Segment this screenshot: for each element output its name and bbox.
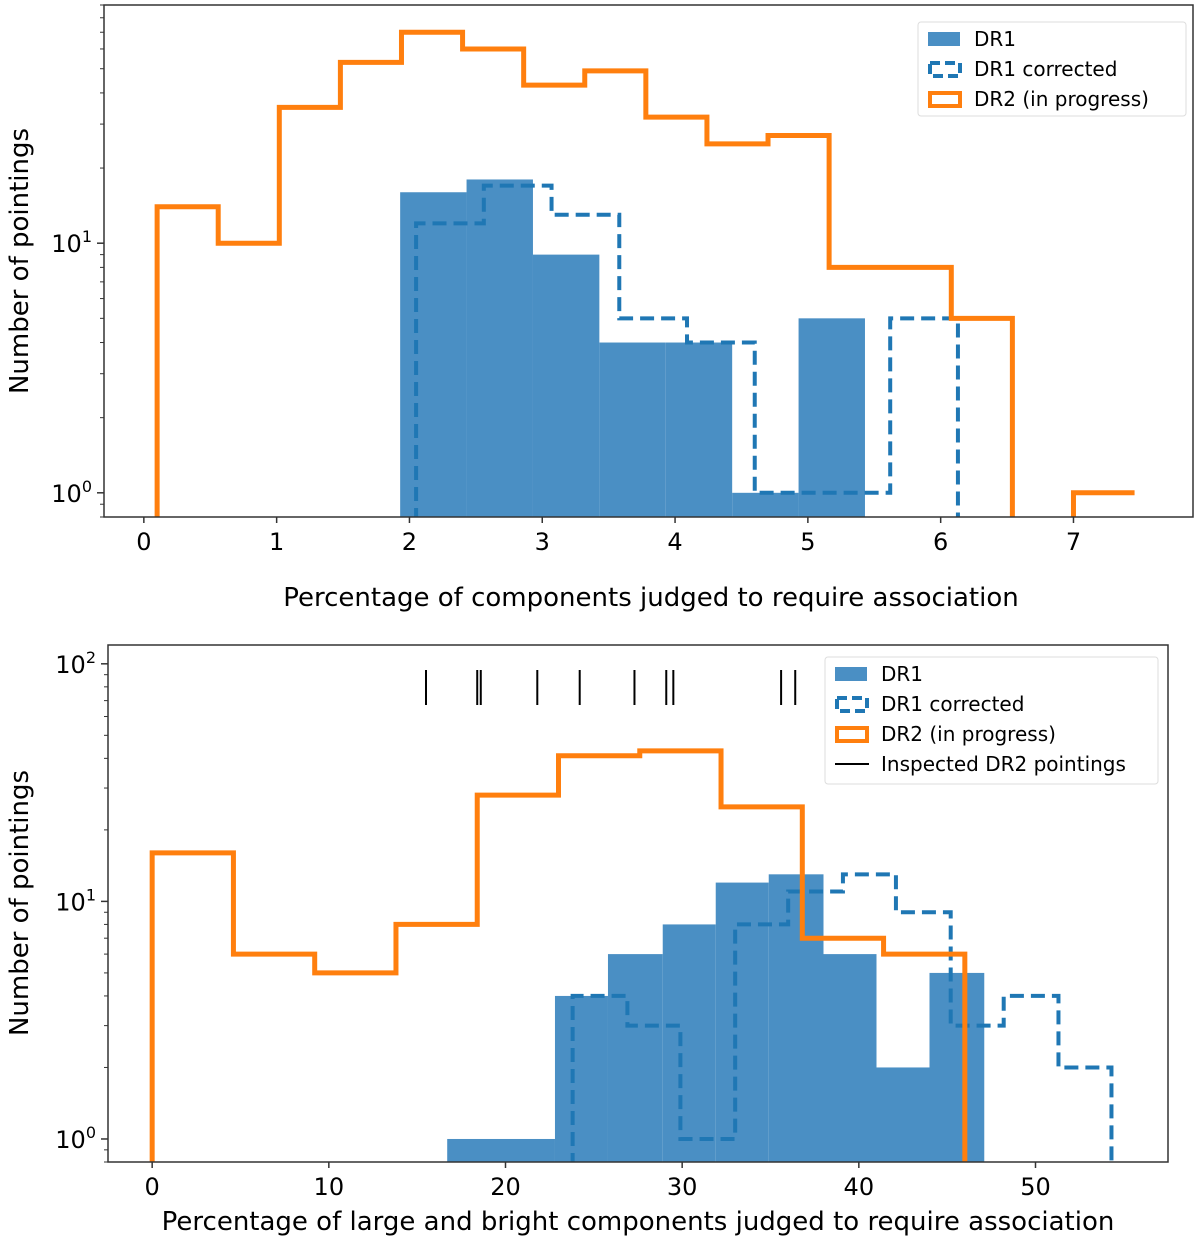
- series-dr1-corrected: [414, 183, 960, 517]
- y-tick-label: 101: [55, 885, 96, 916]
- y-axis-label: Number of pointings: [5, 128, 35, 394]
- legend-box: [917, 21, 1187, 117]
- x-tick-label: 5: [800, 528, 815, 556]
- axes-frame: [107, 644, 1169, 1163]
- legend-label: DR1 corrected: [974, 57, 1117, 81]
- dr1-bar: [466, 179, 533, 517]
- dr1-bar: [876, 1067, 930, 1162]
- legend-swatch-dr1-corrected: [835, 696, 869, 713]
- x-tick-label: 40: [844, 1173, 875, 1201]
- chart-top: 0 1 2 3 4 5 6 7 100 101 Percentage of components j…: [5, 4, 1194, 613]
- chart-bottom: 0 10 20 30 40 50 100 101 102 Percentage of large …: [5, 644, 1169, 1237]
- y-tick-label: 100: [55, 1123, 96, 1154]
- y-axis-label: Number of pointings: [5, 770, 35, 1036]
- series-dr1: [447, 874, 985, 1162]
- series-dr2-in-progress: [149, 748, 968, 1162]
- dr1-bar: [798, 318, 865, 517]
- dr1-corrected-step-line: [414, 183, 960, 517]
- legend-label: DR1: [881, 662, 923, 686]
- legend-box: [824, 656, 1159, 785]
- legend-label: DR1: [974, 27, 1016, 51]
- legend-entry: DR2 (in progress): [835, 722, 1056, 746]
- dr1-bar: [607, 954, 663, 1162]
- dr1-bar: [665, 342, 733, 517]
- x-tick-label: 50: [1020, 1173, 1051, 1201]
- dr1-bar: [554, 995, 608, 1162]
- series-dr1-corrected: [570, 872, 1114, 1162]
- legend-label: DR2 (in progress): [881, 722, 1056, 746]
- dr1-bar: [662, 924, 716, 1162]
- legend-entry: DR1: [835, 662, 923, 686]
- x-tick-label: 7: [1066, 528, 1081, 556]
- x-tick-label: 30: [667, 1173, 698, 1201]
- dr2-step-line: [149, 748, 968, 1162]
- x-tick-label: 2: [402, 528, 417, 556]
- x-axis-label: Percentage of components judged to requi…: [283, 583, 1018, 613]
- x-tick-label: 3: [535, 528, 550, 556]
- dr2-step-line: [154, 29, 1135, 517]
- y-tick-label: 101: [51, 227, 92, 258]
- legend-entry: DR2 (in progress): [928, 87, 1149, 111]
- legend: DR1 DR1 corrected DR2 (in progress): [917, 21, 1187, 117]
- dr1-bar: [599, 342, 666, 517]
- legend-swatch-dr1: [928, 32, 960, 46]
- dr1-bar: [447, 1138, 555, 1162]
- legend-swatch-dr1-corrected: [928, 61, 962, 78]
- legend-entry: DR1: [928, 27, 1016, 51]
- legend: DR1 DR1 corrected DR2 (in progress) Inspect…: [824, 656, 1159, 785]
- x-tick-label: 4: [667, 528, 682, 556]
- dr1-bar: [732, 492, 799, 517]
- legend-entry: Inspected DR2 pointings: [835, 752, 1126, 776]
- axes-frame: [103, 4, 1194, 518]
- series-dr2-in-progress: [154, 29, 1135, 517]
- x-tick-label: 0: [145, 1173, 160, 1201]
- plot-area: [154, 29, 1135, 517]
- legend-swatch-dr1: [835, 667, 867, 681]
- plot-area: [149, 670, 1114, 1162]
- dr1-bar: [929, 972, 985, 1162]
- x-tick-label: 20: [490, 1173, 521, 1201]
- legend-label: DR2 (in progress): [974, 87, 1149, 111]
- x-axis-label: Percentage of large and bright component…: [162, 1207, 1115, 1237]
- legend-entry: DR1 corrected: [835, 692, 1024, 716]
- legend-swatch-dr2: [928, 91, 962, 108]
- x-tick-label: 0: [136, 528, 151, 556]
- legend-label: Inspected DR2 pointings: [881, 752, 1126, 776]
- x-tick-label: 10: [314, 1173, 345, 1201]
- x-tick-label: 6: [933, 528, 948, 556]
- dr1-bar: [823, 954, 877, 1162]
- inspected-pointings: [425, 670, 797, 705]
- legend-swatch-dr2: [835, 726, 869, 743]
- y-tick-label: 100: [51, 477, 92, 508]
- legend-entry: DR1 corrected: [928, 57, 1117, 81]
- dr1-bar: [532, 254, 600, 517]
- series-dr1: [400, 179, 865, 517]
- dr1-bar: [768, 874, 824, 1162]
- x-tick-label: 1: [269, 528, 284, 556]
- y-tick-label: 102: [55, 648, 96, 679]
- dr1-bar: [715, 882, 769, 1162]
- legend-label: DR1 corrected: [881, 692, 1024, 716]
- dr1-bar: [400, 192, 467, 517]
- dr1-corrected-step-line: [570, 872, 1114, 1162]
